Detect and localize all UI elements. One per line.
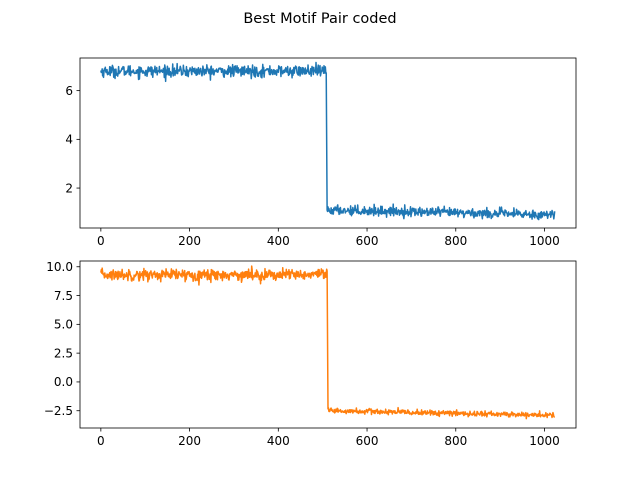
y-tick-label-1-0: −2.5 (44, 404, 73, 418)
series-line-1-0 (100, 265, 556, 420)
x-tick-label-1-4: 800 (444, 434, 467, 448)
x-tick-label-0-1: 200 (178, 234, 201, 248)
x-tick-label-0-5: 1000 (529, 234, 560, 248)
x-tick-label-0-4: 800 (444, 234, 467, 248)
x-tick-label-1-1: 200 (178, 434, 201, 448)
y-tick-label-1-1: 0.0 (54, 375, 73, 389)
y-tick-label-1-5: 10.0 (46, 260, 73, 274)
x-tick-label-1-5: 1000 (529, 434, 560, 448)
axes-frame-1 (79, 260, 577, 429)
x-tick-label-1-3: 600 (356, 434, 379, 448)
series-line-0-0 (100, 61, 556, 221)
y-tick-label-0-1: 4 (65, 133, 73, 147)
axes-frame-0 (79, 57, 577, 229)
x-tick-label-0-2: 400 (267, 234, 290, 248)
top-subplot: 0 200 400 600 800 1000 2 4 6 (65, 57, 577, 248)
y-tick-label-1-3: 5.0 (54, 318, 73, 332)
y-tick-label-0-2: 6 (65, 84, 73, 98)
x-tick-label-0-3: 600 (356, 234, 379, 248)
x-tick-label-1-0: 0 (97, 434, 105, 448)
x-tick-label-0-0: 0 (97, 234, 105, 248)
x-tick-label-1-2: 400 (267, 434, 290, 448)
bottom-subplot: 0 200 400 600 800 1000 −2.5 0.0 2.5 5.0 7.5 10.0 (44, 260, 577, 448)
figure-title: Best Motif Pair coded (243, 11, 396, 27)
y-tick-label-0-0: 2 (65, 181, 73, 195)
y-tick-label-1-4: 7.5 (54, 289, 73, 303)
y-tick-label-1-2: 2.5 (54, 346, 73, 360)
